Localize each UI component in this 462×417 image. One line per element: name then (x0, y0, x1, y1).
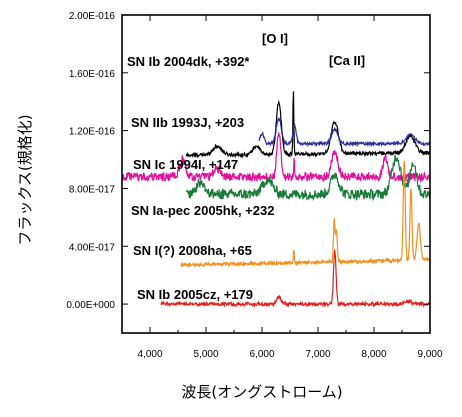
y-tick-label: 0.00E+000 (66, 300, 115, 311)
spectrum-line-4 (185, 154, 430, 202)
x-tick-label: 6,000 (249, 349, 274, 360)
series-label-1: SN Ib 2004dk, +392* (127, 54, 250, 69)
x-tick-label: 8,000 (361, 349, 386, 360)
y-tick-label: 2.00E-016 (69, 11, 116, 22)
series-label-6: SN Ib 2005cz, +179 (137, 287, 253, 302)
y-tick-label: 1.20E-016 (69, 127, 116, 138)
series-labels: SN Ib 2004dk, +392* SN IIb 1993J, +203 SN … (127, 54, 274, 302)
axis-ticks: 4,000 5,000 6,000 7,000 8,000 9,000 0.00E+000 4… (66, 11, 443, 360)
y-tick-label: 4.00E-017 (69, 242, 116, 253)
x-tick-label: 7,000 (305, 349, 330, 360)
spectrum-line-5 (180, 160, 430, 268)
series-label-4: SN Ia-pec 2005hk, +232 (131, 203, 274, 218)
line-annotation-2: [Ca II] (329, 53, 365, 68)
spectrum-line-1 (185, 91, 430, 159)
spectrum-line-2 (258, 117, 430, 148)
y-tick-label: 8.00E-017 (69, 184, 116, 195)
line-annotation-1: [O I] (262, 31, 288, 46)
series-label-3: SN Ic 1994I, +147 (133, 157, 238, 172)
series-label-2: SN IIb 1993J, +203 (131, 115, 244, 130)
y-axis-title: フラックス(規格化) (16, 114, 34, 245)
y-tick-label: 1.60E-016 (69, 69, 116, 80)
y-axis-title-group: フラックス(規格化) (16, 114, 34, 245)
spectra-group (122, 91, 430, 309)
x-tick-label: 4,000 (137, 349, 162, 360)
x-axis-title: 波長(オングストローム) (181, 383, 342, 401)
series-label-5: SN I(?) 2008ha, +65 (133, 243, 252, 258)
x-tick-label: 5,000 (193, 349, 218, 360)
spectrum-line-6 (160, 249, 430, 309)
x-tick-label: 9,000 (417, 349, 442, 360)
plot-frame (121, 14, 431, 334)
spectrum-line-3 (122, 132, 430, 183)
line-annotations: [O I] [Ca II] (262, 31, 365, 68)
